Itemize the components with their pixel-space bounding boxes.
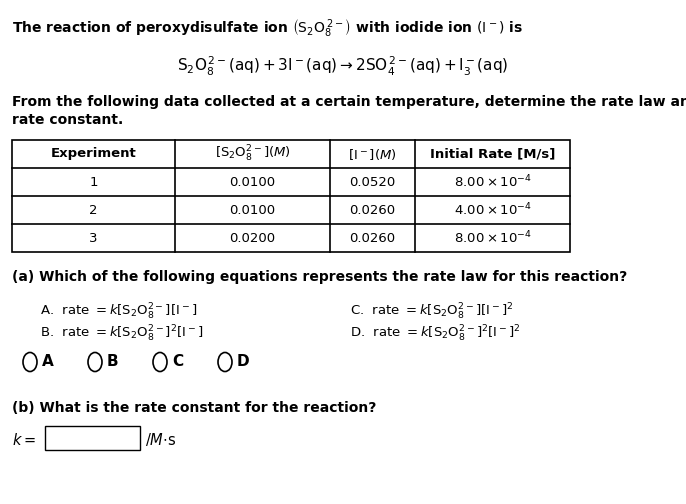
Text: (a) Which of the following equations represents the rate law for this reaction?: (a) Which of the following equations rep… [12,270,627,284]
Text: B: B [107,354,119,369]
Text: 0.0100: 0.0100 [229,204,276,217]
Text: 0.0260: 0.0260 [349,204,396,217]
Ellipse shape [153,352,167,371]
Text: $8.00 \times 10^{-4}$: $8.00 \times 10^{-4}$ [453,174,532,191]
Text: D: D [237,354,250,369]
Ellipse shape [23,352,37,371]
Bar [12,140,570,252]
Text: 0.0520: 0.0520 [349,175,396,188]
Ellipse shape [218,352,232,371]
Text: 0.0260: 0.0260 [349,231,396,244]
Text: $k =$: $k =$ [12,432,36,448]
Text: $[\mathrm{S_2O_8^{2-}}](M)$: $[\mathrm{S_2O_8^{2-}}](M)$ [215,144,290,164]
Text: B.  rate $= k[\mathrm{S_2O_8^{2-}}]^2[\mathrm{I^-}]$: B. rate $= k[\mathrm{S_2O_8^{2-}}]^2[\ma… [40,324,204,344]
Text: (b) What is the rate constant for the reaction?: (b) What is the rate constant for the re… [12,401,377,415]
Text: D.  rate $= k[\mathrm{S_2O_8^{2-}}]^2[\mathrm{I^-}]^2$: D. rate $= k[\mathrm{S_2O_8^{2-}}]^2[\ma… [350,324,521,344]
Text: 2: 2 [89,204,97,217]
Text: $4.00 \times 10^{-4}$: $4.00 \times 10^{-4}$ [453,202,532,218]
Text: A: A [42,354,54,369]
Text: $/\mathit{M}{\cdot}$s: $/\mathit{M}{\cdot}$s [145,431,176,449]
Text: C: C [172,354,183,369]
Text: $\mathrm{S_2O_8^{\,2-}(aq) + 3I^-(aq) \rightarrow 2SO_4^{\,2-}(aq) + I_3^-(aq)}$: $\mathrm{S_2O_8^{\,2-}(aq) + 3I^-(aq) \r… [177,55,509,78]
Text: Initial Rate [M/s]: Initial Rate [M/s] [430,148,555,160]
Text: The reaction of peroxydisulfate ion $\left(\mathrm{S_2O_8^{\,2-}}\right)$ with i: The reaction of peroxydisulfate ion $\le… [12,18,523,40]
Text: C.  rate $= k[\mathrm{S_2O_8^{2-}}][\mathrm{I^-}]^2$: C. rate $= k[\mathrm{S_2O_8^{2-}}][\math… [350,302,513,322]
Text: Experiment: Experiment [51,148,137,160]
Text: A.  rate $= k[\mathrm{S_2O_8^{2-}}][\mathrm{I^-}]$: A. rate $= k[\mathrm{S_2O_8^{2-}}][\math… [40,302,197,322]
Ellipse shape [88,352,102,371]
Text: 3: 3 [89,231,97,244]
Text: $[\mathrm{I^-}](M)$: $[\mathrm{I^-}](M)$ [348,147,397,161]
Text: rate constant.: rate constant. [12,113,123,127]
Text: 1: 1 [89,175,97,188]
Text: 0.0100: 0.0100 [229,175,276,188]
Bar [45,426,140,450]
Text: $8.00 \times 10^{-4}$: $8.00 \times 10^{-4}$ [453,230,532,246]
Text: 0.0200: 0.0200 [229,231,276,244]
Text: From the following data collected at a certain temperature, determine the rate l: From the following data collected at a c… [12,95,686,109]
